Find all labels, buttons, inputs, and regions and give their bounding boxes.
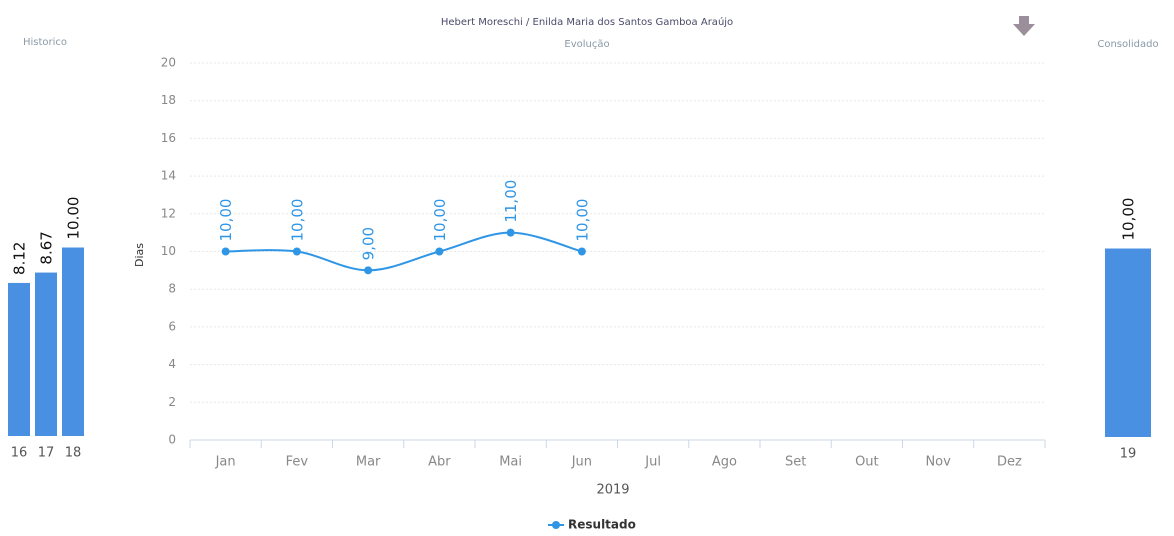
y-tick-label: 0: [168, 433, 176, 447]
x-tick-label: Fev: [286, 455, 309, 470]
y-tick-label: 6: [168, 319, 176, 333]
chart-subtitle: Evolução: [564, 39, 609, 50]
bar: [35, 272, 57, 436]
x-tick-label: Jan: [215, 455, 236, 470]
point: [292, 247, 301, 256]
point: [364, 266, 373, 275]
data-label: 10,00: [431, 199, 449, 242]
x-tick-label: Dez: [997, 455, 1022, 470]
data-label: 10,00: [288, 199, 306, 242]
data-label: 10,00: [217, 199, 235, 242]
point: [506, 228, 515, 237]
x-tick-label: 17: [38, 446, 55, 461]
download-icon[interactable]: [1013, 16, 1035, 36]
chart-title: Consolidado: [1097, 39, 1158, 50]
data-label: 8.67: [38, 231, 56, 264]
y-tick-label: 18: [161, 93, 176, 107]
x-tick-label: Ago: [712, 455, 737, 470]
line: [225, 231, 583, 272]
x-axis-label: 2019: [596, 483, 629, 498]
x-tick-label: Abr: [428, 455, 451, 470]
data-label: 8.12: [11, 242, 29, 275]
chart-title: Historico: [23, 37, 67, 48]
x-tick-label: 19: [1120, 447, 1137, 462]
y-tick-label: 20: [161, 56, 176, 70]
legend-marker: [552, 521, 560, 529]
chart-title: Hebert Moreschi / Enilda Maria dos Santo…: [441, 16, 733, 28]
data-label: 10,00: [573, 199, 591, 242]
y-axis-label: Dias: [133, 243, 146, 267]
data-label: 11,00: [502, 180, 520, 223]
y-tick-label: 14: [161, 169, 176, 183]
y-tick-label: 16: [161, 131, 176, 145]
y-tick-label: 12: [161, 206, 176, 220]
x-tick-label: Mai: [499, 455, 522, 470]
y-tick-label: 4: [168, 357, 176, 371]
point: [577, 247, 586, 256]
x-tick-label: Nov: [925, 455, 951, 470]
x-tick-label: Set: [785, 455, 806, 470]
bar: [8, 282, 30, 436]
data-label: 9,00: [360, 227, 378, 260]
y-tick-label: 10: [161, 244, 176, 258]
x-tick-label: Jul: [644, 455, 661, 470]
x-tick-label: Out: [855, 455, 879, 470]
bar: [62, 247, 84, 436]
data-label: 10,00: [1120, 198, 1138, 241]
y-tick-label: 8: [168, 282, 176, 296]
x-tick-label: Jun: [571, 455, 592, 470]
y-tick-label: 2: [168, 395, 176, 409]
x-tick-label: 18: [65, 446, 82, 461]
bar: [1105, 248, 1151, 437]
data-label: 10.00: [65, 197, 83, 240]
legend-label: Resultado: [568, 518, 636, 532]
x-tick-label: Mar: [356, 455, 381, 470]
point: [435, 247, 444, 256]
point: [221, 247, 230, 256]
x-tick-label: 16: [11, 446, 28, 461]
